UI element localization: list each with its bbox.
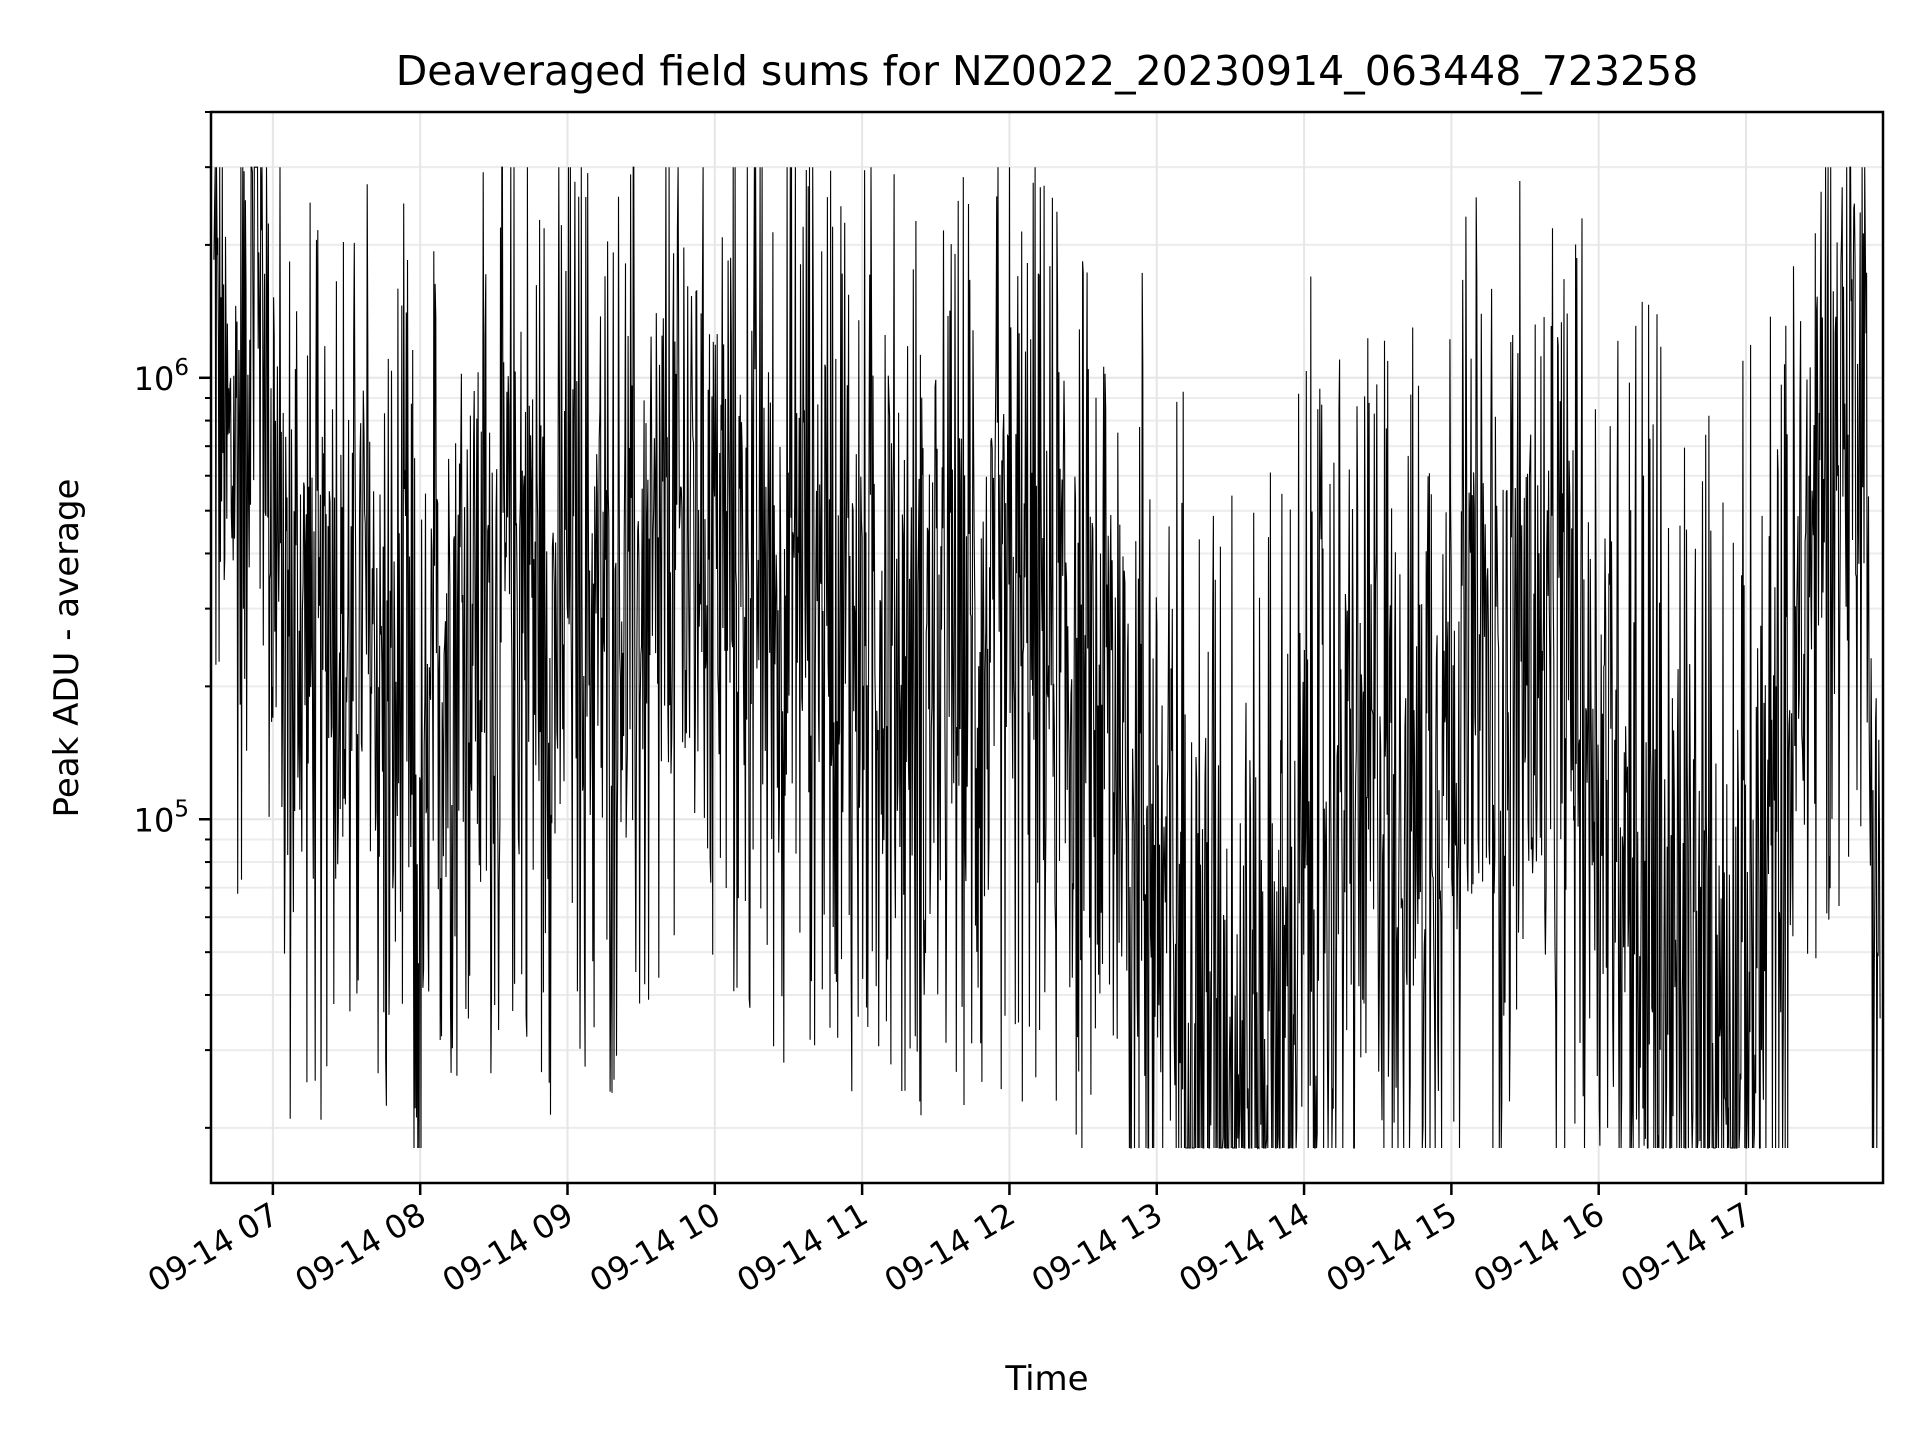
y-axis: 105 106	[134, 111, 211, 1129]
x-axis: 09-14 07 09-14 08 09-14 09 09-14 10 09-14 11…	[141, 1183, 1758, 1300]
x-tick-label: 09-14 17	[1614, 1195, 1758, 1300]
chart-title: Deaveraged field sums for NZ0022_2023091…	[396, 47, 1699, 95]
y-tick-label: 105	[134, 796, 189, 839]
plot-frame	[209, 110, 1885, 1185]
series-line	[213, 166, 1881, 1150]
x-tick-label: 09-14 16	[1467, 1195, 1611, 1300]
x-tick-label: 09-14 07	[141, 1195, 285, 1300]
x-tick-label: 09-14 13	[1025, 1195, 1169, 1300]
x-axis-label: Time	[1004, 1359, 1088, 1399]
y-axis-label: Peak ADU - average	[47, 479, 87, 818]
x-tick-label: 09-14 14	[1172, 1195, 1316, 1300]
x-tick-label: 09-14 09	[436, 1195, 580, 1300]
x-tick-label: 09-14 10	[583, 1195, 727, 1300]
series-group	[213, 166, 1881, 1150]
y-tick-label: 106	[134, 355, 189, 398]
x-tick-label: 09-14 12	[878, 1195, 1022, 1300]
x-tick-label: 09-14 11	[731, 1195, 875, 1300]
x-tick-label: 09-14 08	[289, 1195, 433, 1300]
x-tick-label: 09-14 15	[1320, 1195, 1464, 1300]
